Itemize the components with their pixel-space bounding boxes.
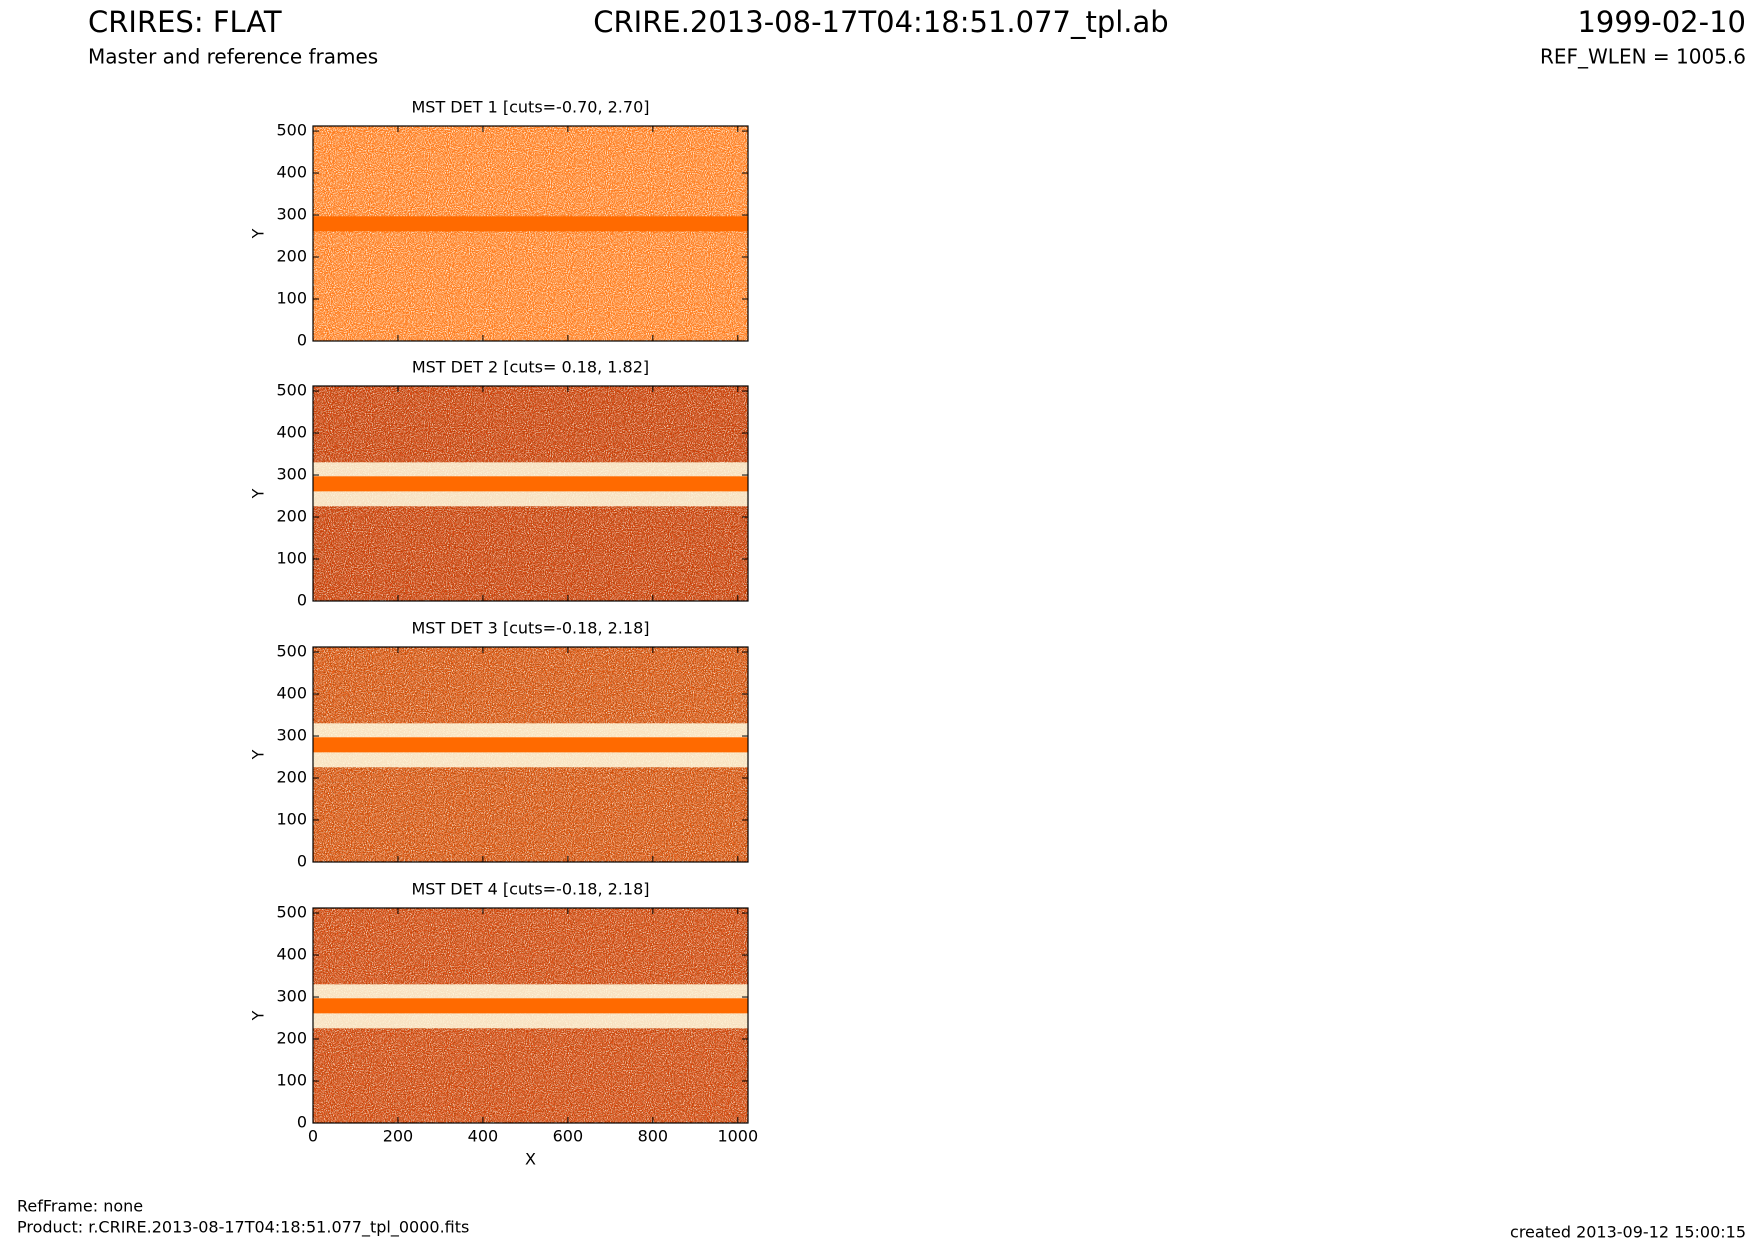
x-tick-label: 400 (468, 1127, 499, 1146)
panel-title: MST DET 4 [cuts=-0.18, 2.18] (411, 880, 649, 899)
y-tick-label: 500 (276, 903, 307, 922)
created: created 2013-09-12 15:00:15 (1510, 1223, 1746, 1242)
y-tick-label: 0 (297, 591, 307, 610)
axes-frame (312, 646, 749, 863)
axes-frame (312, 907, 749, 1124)
image-band (313, 998, 748, 1014)
ref-frame: RefFrame: none (17, 1197, 143, 1216)
x-axis-label: X (525, 1150, 536, 1169)
product: Product: r.CRIRE.2013-08-17T04:18:51.077… (17, 1218, 469, 1238)
image-band (313, 737, 748, 753)
y-tick-label: 200 (276, 507, 307, 526)
subtitle: Master and reference frames (88, 45, 378, 69)
y-tick-label: 300 (276, 465, 307, 484)
y-axis-label: Y (249, 1010, 268, 1021)
y-tick-label: 200 (276, 768, 307, 787)
y-tick-label: 300 (276, 205, 307, 224)
x-tick-label: 1000 (717, 1127, 758, 1146)
y-tick-label: 400 (276, 423, 307, 442)
y-tick-label: 0 (297, 331, 307, 350)
axes-frame (312, 125, 749, 342)
date: 1999-02-10 (1577, 5, 1746, 39)
panel-title: MST DET 3 [cuts=-0.18, 2.18] (411, 619, 649, 638)
y-tick-label: 200 (276, 1029, 307, 1048)
x-tick-label: 800 (638, 1127, 669, 1146)
y-tick-label: 0 (297, 1113, 307, 1132)
y-tick-label: 500 (276, 121, 307, 140)
ref-wlen: REF_WLEN = 1005.6 (1540, 45, 1746, 69)
y-tick-label: 400 (276, 163, 307, 182)
panel-title: MST DET 2 [cuts= 0.18, 1.82] (412, 358, 649, 377)
y-tick-label: 100 (276, 289, 307, 308)
y-tick-label: 500 (276, 642, 307, 661)
y-tick-label: 400 (276, 945, 307, 964)
y-tick-label: 500 (276, 381, 307, 400)
image-speckle-light (313, 126, 748, 341)
panel-title: MST DET 1 [cuts=-0.70, 2.70] (411, 98, 649, 117)
y-tick-label: 300 (276, 726, 307, 745)
y-axis-label: Y (249, 749, 268, 760)
y-axis-label: Y (249, 488, 268, 499)
title: CRIRES: FLAT (88, 5, 282, 39)
image-band (313, 216, 748, 232)
image-band (313, 476, 748, 492)
y-tick-label: 200 (276, 247, 307, 266)
y-tick-label: 100 (276, 549, 307, 568)
y-tick-label: 300 (276, 987, 307, 1006)
filename: CRIRE.2013-08-17T04:18:51.077_tpl.ab (593, 5, 1168, 39)
y-tick-label: 100 (276, 1071, 307, 1090)
x-tick-label: 600 (553, 1127, 584, 1146)
x-tick-label: 200 (383, 1127, 414, 1146)
y-tick-label: 0 (297, 852, 307, 871)
axes-frame (312, 385, 749, 602)
y-tick-label: 100 (276, 810, 307, 829)
y-axis-label: Y (249, 228, 268, 239)
y-tick-label: 400 (276, 684, 307, 703)
x-tick-label: 0 (308, 1127, 318, 1146)
